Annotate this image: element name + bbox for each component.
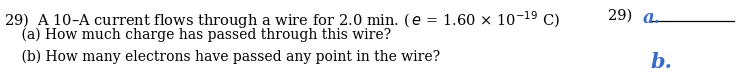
Text: b.: b. [650, 52, 672, 72]
Text: (b) How many electrons have passed any point in the wire?: (b) How many electrons have passed any p… [4, 50, 441, 64]
Text: (a) How much charge has passed through this wire?: (a) How much charge has passed through t… [4, 28, 391, 42]
Text: 29): 29) [607, 9, 637, 23]
Text: 29)  A 10–A current flows through a wire for 2.0 min. ( $e$ = 1.60 × 10$^{-19}$ : 29) A 10–A current flows through a wire … [4, 9, 560, 31]
Text: a.: a. [643, 9, 661, 27]
